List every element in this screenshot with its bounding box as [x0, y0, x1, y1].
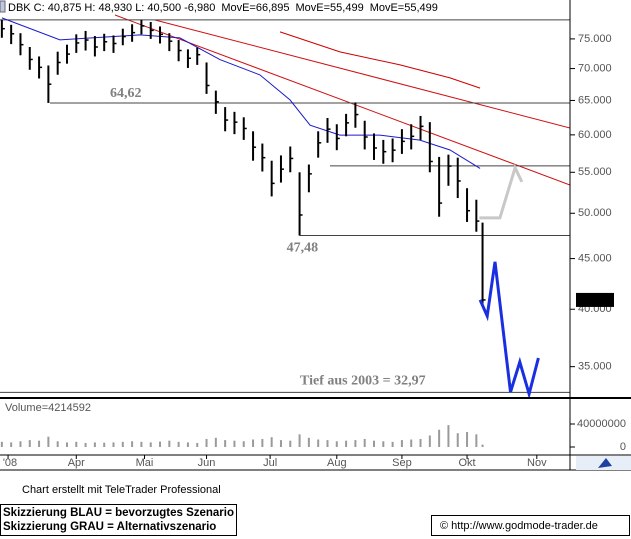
x-tick-label: Aug: [327, 457, 347, 469]
copyright: © http://www.godmode-trader.de: [440, 520, 598, 532]
header-text: MovE=55,499: [370, 2, 438, 14]
y-tick-label: 55.000: [578, 166, 612, 178]
header-text: DBK C: 40,875 H: 48,930 L: 40,500 -6,980: [8, 2, 215, 14]
scenario: [478, 261, 540, 398]
x-tick-label: Mai: [136, 457, 154, 469]
toolbar-icon[interactable]: [598, 458, 612, 468]
scenario: [479, 163, 524, 220]
legend-text: Skizzierung GRAU = Alternativszenario: [3, 521, 216, 533]
x-tick-label: Okt: [458, 457, 475, 469]
moving-average: [1, 17, 481, 169]
x-tick-label: Sep: [392, 457, 412, 469]
volume-tick-label: 40000000: [577, 418, 626, 430]
x-tick-label: Jul: [263, 457, 277, 469]
y-tick-label: 50.000: [578, 207, 612, 219]
volume-tick-label: 0: [620, 441, 626, 453]
x-tick-label: '08: [3, 457, 17, 469]
y-tick-label: 75.000: [578, 33, 612, 45]
y-tick-label: 65.000: [578, 94, 612, 106]
y-tick-label: 45.000: [578, 252, 612, 264]
legend-text: Skizzierung BLAU = bevorzugtes Szenario: [3, 507, 234, 519]
last-price-label: 40,875: [578, 294, 612, 306]
legend-box: [0, 504, 237, 536]
header-text: MovE=55,499: [296, 2, 364, 14]
copyright-box: [431, 515, 630, 536]
x-tick-label: Jun: [198, 457, 216, 469]
y-tick-label: 70.000: [578, 62, 612, 74]
x-tick-label: Apr: [68, 457, 85, 469]
header-text: MovE=66,895: [221, 2, 289, 14]
volume-label: Volume=4214592: [5, 402, 91, 414]
header-icon: [0, 0, 6, 13]
x-tick-label: Nov: [527, 457, 547, 469]
credit: Chart erstellt mit TeleTrader Profession…: [22, 484, 221, 496]
annotation: Tief aus 2003 = 32,97: [300, 374, 426, 389]
plot-area: [0, 17, 570, 398]
y-tick-label: 60.000: [578, 129, 612, 141]
annotation: 47,48: [287, 241, 319, 256]
trend-line: [154, 19, 570, 129]
moving-average: [279, 31, 481, 89]
y-tick-label: 35.000: [578, 361, 612, 373]
last-price-box: [576, 292, 614, 307]
annotation: 64,62: [110, 86, 142, 101]
